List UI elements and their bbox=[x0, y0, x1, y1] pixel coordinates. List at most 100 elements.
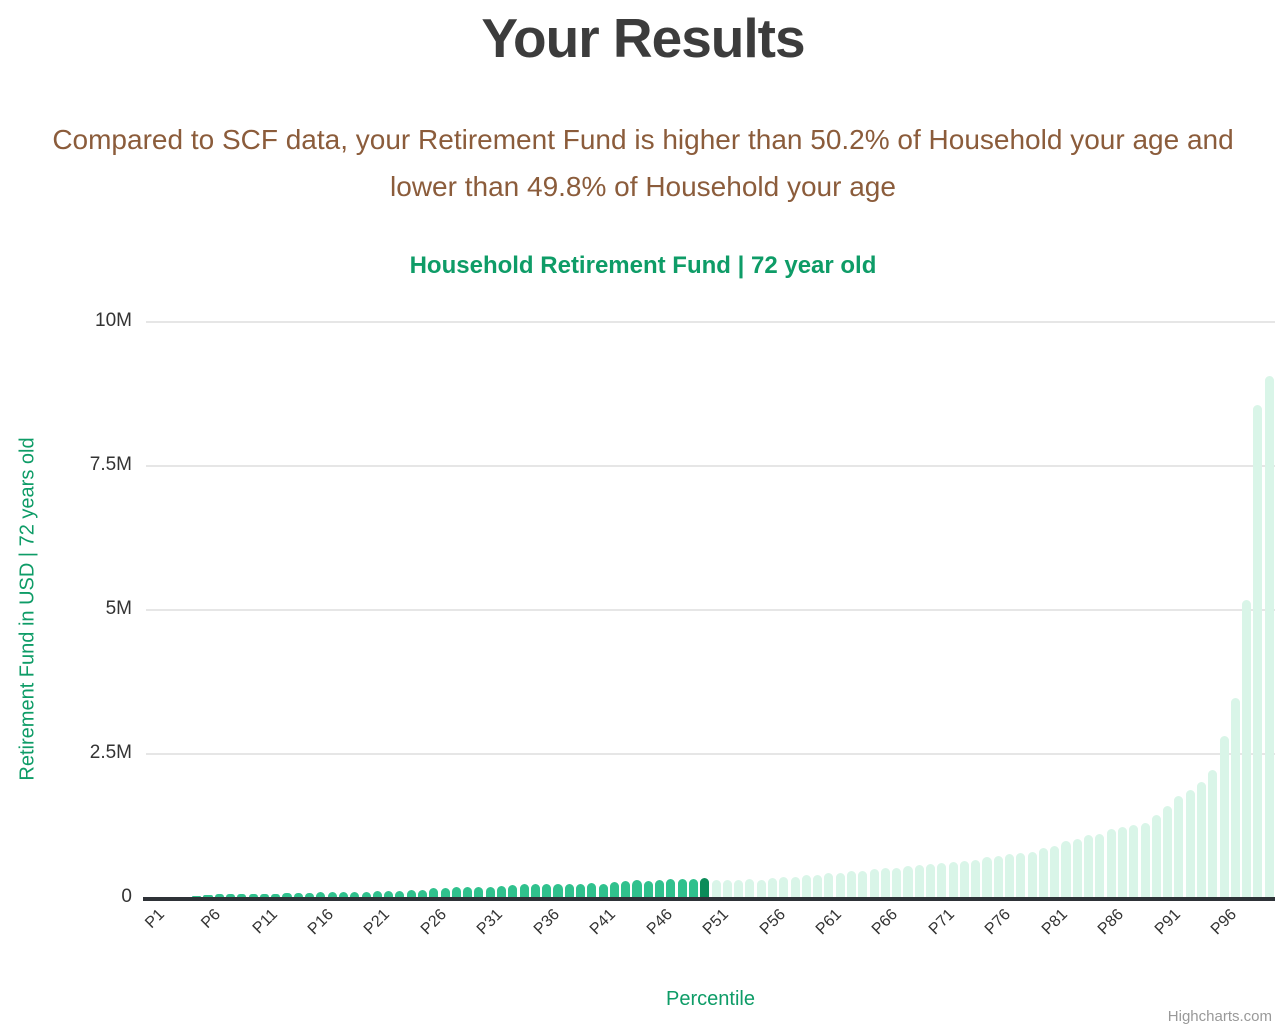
bar-P57[interactable] bbox=[779, 877, 789, 897]
bar-P94[interactable] bbox=[1196, 781, 1207, 897]
bar-P28[interactable] bbox=[451, 887, 461, 897]
bar-P66[interactable] bbox=[880, 868, 890, 897]
bar-P89[interactable] bbox=[1140, 822, 1150, 897]
bar-P40[interactable] bbox=[587, 883, 597, 897]
bar-P7[interactable] bbox=[214, 894, 224, 897]
bar-P46[interactable] bbox=[655, 879, 665, 897]
bar-P88[interactable] bbox=[1129, 825, 1139, 897]
bar-P17[interactable] bbox=[327, 892, 337, 897]
bar-P87[interactable] bbox=[1117, 827, 1128, 897]
bar-P49[interactable] bbox=[688, 878, 698, 897]
bar-P69[interactable] bbox=[914, 865, 924, 897]
bar-P34[interactable] bbox=[519, 884, 529, 897]
bar-P11[interactable] bbox=[259, 893, 269, 897]
bar-P41[interactable] bbox=[598, 883, 608, 897]
bar-P16[interactable] bbox=[316, 892, 326, 897]
bar-P48[interactable] bbox=[677, 878, 687, 897]
bar-P68[interactable] bbox=[903, 866, 913, 897]
bar-P73[interactable] bbox=[959, 861, 969, 897]
bar-P50-user-highlight[interactable] bbox=[700, 877, 710, 897]
bar-P77[interactable] bbox=[1005, 854, 1015, 897]
bar-P10[interactable] bbox=[248, 893, 258, 897]
bar-P36[interactable] bbox=[542, 884, 552, 897]
bar-P60[interactable] bbox=[813, 874, 823, 897]
bar-P75[interactable] bbox=[982, 857, 992, 897]
bar-P35[interactable] bbox=[530, 884, 540, 897]
bar-P58[interactable] bbox=[790, 876, 800, 897]
bar-P32[interactable] bbox=[496, 886, 507, 897]
bar-P12[interactable] bbox=[271, 893, 281, 897]
bar-P96[interactable] bbox=[1219, 735, 1229, 897]
bar-P37[interactable] bbox=[553, 884, 563, 897]
bar-P21[interactable] bbox=[372, 891, 382, 897]
bar-P63[interactable] bbox=[846, 871, 857, 897]
bar-P64[interactable] bbox=[858, 870, 868, 897]
bar-P91[interactable] bbox=[1163, 806, 1173, 897]
bar-P95[interactable] bbox=[1208, 770, 1218, 897]
bar-P81[interactable] bbox=[1050, 845, 1060, 897]
bar-P53[interactable] bbox=[734, 879, 744, 897]
bar-P45[interactable] bbox=[643, 881, 653, 897]
bar-P52[interactable] bbox=[722, 879, 732, 897]
bar-P92[interactable] bbox=[1174, 796, 1184, 897]
bar-P98[interactable] bbox=[1242, 600, 1252, 897]
bar-P76[interactable] bbox=[993, 855, 1003, 897]
x-tick-label-P51: P51 bbox=[700, 906, 733, 939]
bar-P47[interactable] bbox=[666, 879, 676, 897]
bar-P14[interactable] bbox=[293, 892, 303, 897]
bar-P38[interactable] bbox=[564, 883, 574, 897]
bar-P61[interactable] bbox=[824, 873, 834, 897]
bar-P100[interactable] bbox=[1264, 375, 1274, 897]
bar-P33[interactable] bbox=[508, 884, 518, 897]
bar-P84[interactable] bbox=[1084, 835, 1094, 897]
bar-P5[interactable] bbox=[192, 896, 202, 897]
bar-P54[interactable] bbox=[745, 879, 755, 897]
bar-P39[interactable] bbox=[576, 883, 586, 897]
bar-P6[interactable] bbox=[203, 894, 213, 897]
bar-P70[interactable] bbox=[926, 864, 936, 897]
bar-P24[interactable] bbox=[406, 890, 416, 897]
highcharts-credit-link[interactable]: Highcharts.com bbox=[1167, 1008, 1272, 1025]
bar-P85[interactable] bbox=[1095, 833, 1105, 897]
bar-P22[interactable] bbox=[384, 891, 394, 897]
bar-P23[interactable] bbox=[395, 890, 405, 897]
bar-P43[interactable] bbox=[621, 881, 631, 897]
bar-P62[interactable] bbox=[835, 872, 845, 897]
bar-P26[interactable] bbox=[429, 888, 439, 897]
bar-P79[interactable] bbox=[1027, 852, 1037, 897]
bar-P97[interactable] bbox=[1230, 698, 1240, 897]
bar-P55[interactable] bbox=[756, 879, 766, 897]
bar-P13[interactable] bbox=[282, 893, 292, 897]
bar-P42[interactable] bbox=[609, 882, 619, 897]
bar-P99[interactable] bbox=[1253, 404, 1263, 897]
bar-P74[interactable] bbox=[971, 859, 981, 897]
bar-P44[interactable] bbox=[632, 880, 642, 897]
bar-P27[interactable] bbox=[440, 888, 450, 897]
bar-P90[interactable] bbox=[1151, 815, 1161, 897]
bar-P72[interactable] bbox=[948, 861, 958, 897]
bar-P65[interactable] bbox=[869, 869, 879, 897]
bar-P78[interactable] bbox=[1016, 853, 1026, 897]
bar-P82[interactable] bbox=[1061, 840, 1071, 897]
bar-P9[interactable] bbox=[237, 894, 247, 897]
bar-P19[interactable] bbox=[350, 891, 360, 897]
bar-P29[interactable] bbox=[463, 886, 473, 897]
bar-P31[interactable] bbox=[485, 886, 495, 897]
bar-P51[interactable] bbox=[711, 879, 721, 897]
bar-P20[interactable] bbox=[361, 891, 371, 897]
bar-P83[interactable] bbox=[1072, 838, 1082, 897]
bar-P80[interactable] bbox=[1038, 848, 1048, 897]
bar-P67[interactable] bbox=[892, 867, 902, 897]
result-summary: Compared to SCF data, your Retirement Fu… bbox=[52, 124, 1234, 202]
bar-P25[interactable] bbox=[417, 889, 428, 897]
bar-P56[interactable] bbox=[767, 878, 778, 897]
x-tick-label-P36: P36 bbox=[530, 906, 563, 939]
bar-P15[interactable] bbox=[305, 892, 315, 897]
bar-P30[interactable] bbox=[474, 886, 484, 897]
bar-P18[interactable] bbox=[338, 892, 348, 897]
bar-P59[interactable] bbox=[801, 875, 811, 897]
bar-P86[interactable] bbox=[1106, 829, 1116, 897]
bar-P71[interactable] bbox=[937, 863, 947, 897]
bar-P93[interactable] bbox=[1185, 790, 1195, 897]
bar-P8[interactable] bbox=[226, 894, 236, 897]
